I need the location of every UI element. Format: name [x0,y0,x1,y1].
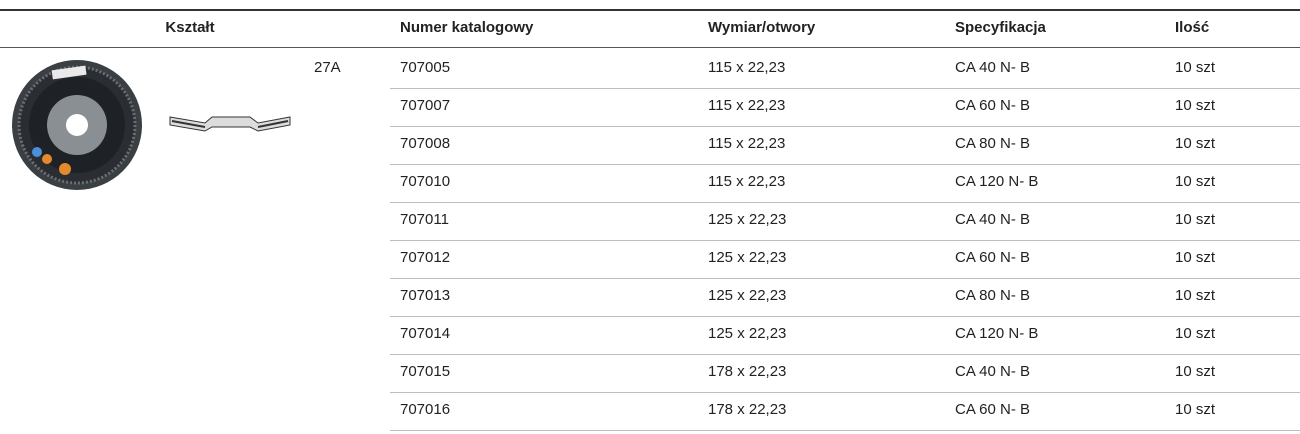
table-cell: 707010 [400,172,450,192]
table-cell: CA 120 N- B [955,324,1038,344]
table-cell: 10 szt [1175,400,1215,420]
flap-disc-profile [170,117,290,131]
table-cell: 707013 [400,286,450,306]
table-cell: 178 x 22,23 [708,362,786,382]
row-divider [390,88,1300,89]
table-cell: 10 szt [1175,248,1215,268]
table-cell: 125 x 22,23 [708,248,786,268]
table-top-border [0,9,1300,11]
table-cell: 115 x 22,23 [708,172,785,192]
table-cell: 125 x 22,23 [708,210,786,230]
table-cell: CA 120 N- B [955,172,1038,192]
product-table: Kształt Numer katalogowy Wymiar/otwory S… [0,0,1300,434]
column-header: Wymiar/otwory [708,18,815,38]
column-header: Kształt [0,18,380,38]
table-cell: 10 szt [1175,134,1215,154]
table-cell: CA 40 N- B [955,210,1030,230]
table-cell: 707016 [400,400,450,420]
row-divider [390,278,1300,279]
table-cell: 707011 [400,210,449,230]
table-cell: 10 szt [1175,362,1215,382]
table-cell: CA 80 N- B [955,134,1030,154]
shape-code: 27A [314,58,341,78]
table-cell: CA 40 N- B [955,58,1030,78]
row-divider [390,126,1300,127]
header-bottom-border [0,47,1300,48]
table-cell: CA 40 N- B [955,362,1030,382]
column-header: Numer katalogowy [400,18,533,38]
table-cell: 10 szt [1175,172,1215,192]
table-cell: 115 x 22,23 [708,58,785,78]
flap-disc-image [12,60,142,190]
table-cell: 707008 [400,134,450,154]
row-divider [390,240,1300,241]
column-header: Ilość [1175,18,1209,38]
table-cell: CA 80 N- B [955,286,1030,306]
table-cell: CA 60 N- B [955,400,1030,420]
table-cell: 10 szt [1175,286,1215,306]
table-cell: 10 szt [1175,58,1215,78]
table-cell: 707014 [400,324,450,344]
product-images [0,55,300,200]
table-cell: 10 szt [1175,210,1215,230]
table-cell: 10 szt [1175,96,1215,116]
row-divider [390,164,1300,165]
table-cell: 178 x 22,23 [708,400,786,420]
table-cell: 10 szt [1175,324,1215,344]
table-cell: 707015 [400,362,450,382]
table-cell: 707007 [400,96,450,116]
table-cell: 707005 [400,58,450,78]
column-header: Specyfikacja [955,18,1046,38]
table-cell: 115 x 22,23 [708,96,785,116]
table-cell: 115 x 22,23 [708,134,785,154]
table-cell: CA 60 N- B [955,248,1030,268]
table-cell: 707012 [400,248,450,268]
table-cell: 125 x 22,23 [708,324,786,344]
table-cell: 125 x 22,23 [708,286,786,306]
row-divider [390,430,1300,431]
row-divider [390,202,1300,203]
row-divider [390,354,1300,355]
table-cell: CA 60 N- B [955,96,1030,116]
row-divider [390,316,1300,317]
row-divider [390,392,1300,393]
